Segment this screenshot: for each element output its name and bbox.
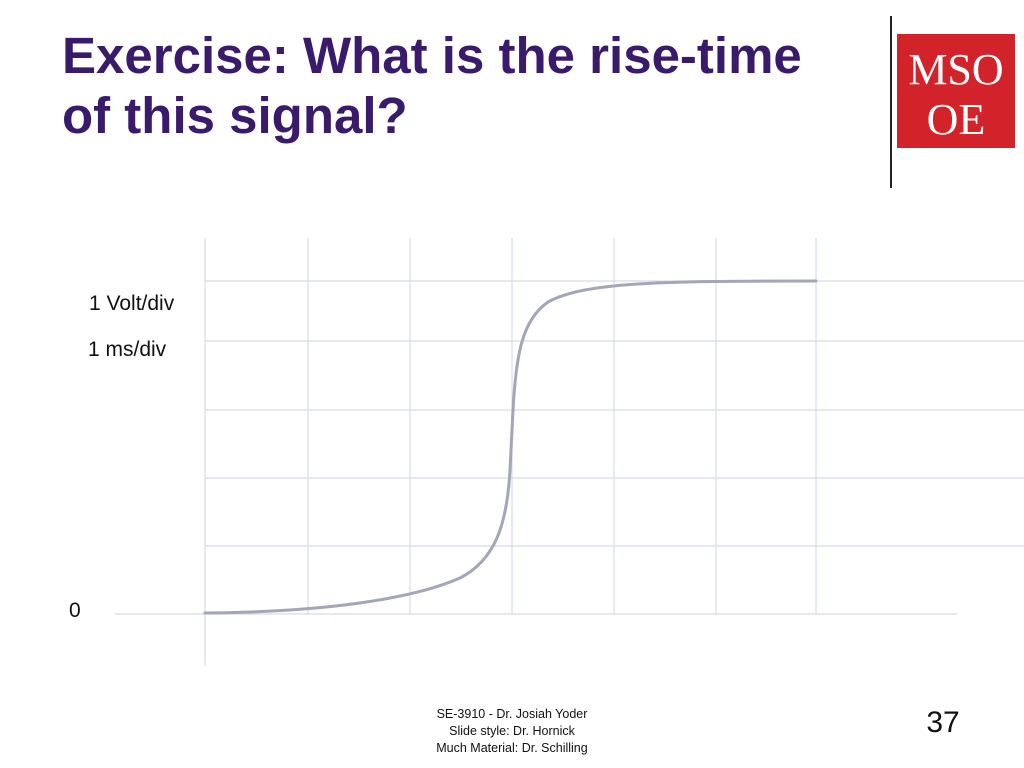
header-divider xyxy=(890,16,892,188)
footer-line-2: Slide style: Dr. Hornick xyxy=(449,724,575,738)
logo-text-top: MSO xyxy=(908,45,1003,94)
slide-title-line-1: Exercise: What is the rise-time xyxy=(62,27,802,84)
page-number: 37 xyxy=(926,706,960,739)
footer-line-3: Much Material: Dr. Schilling xyxy=(436,741,588,755)
slide-title: Exercise: What is the rise-time of this … xyxy=(62,26,882,146)
footer-line-1: SE-3910 - Dr. Josiah Yoder xyxy=(436,707,588,721)
footer-credits: SE-3910 - Dr. Josiah Yoder Slide style: … xyxy=(400,706,624,757)
logo-text-bottom: OE xyxy=(927,95,986,144)
zero-label: 0 xyxy=(69,599,81,622)
ms-per-div-label: 1 ms/div xyxy=(88,338,167,361)
signal-curve xyxy=(203,279,818,615)
volt-per-div-label: 1 Volt/div xyxy=(89,292,175,315)
grid xyxy=(115,238,1024,666)
slide-title-line-2: of this signal? xyxy=(62,87,408,144)
msoe-logo: MSO OE xyxy=(897,34,1015,148)
logo-background xyxy=(897,34,1015,148)
